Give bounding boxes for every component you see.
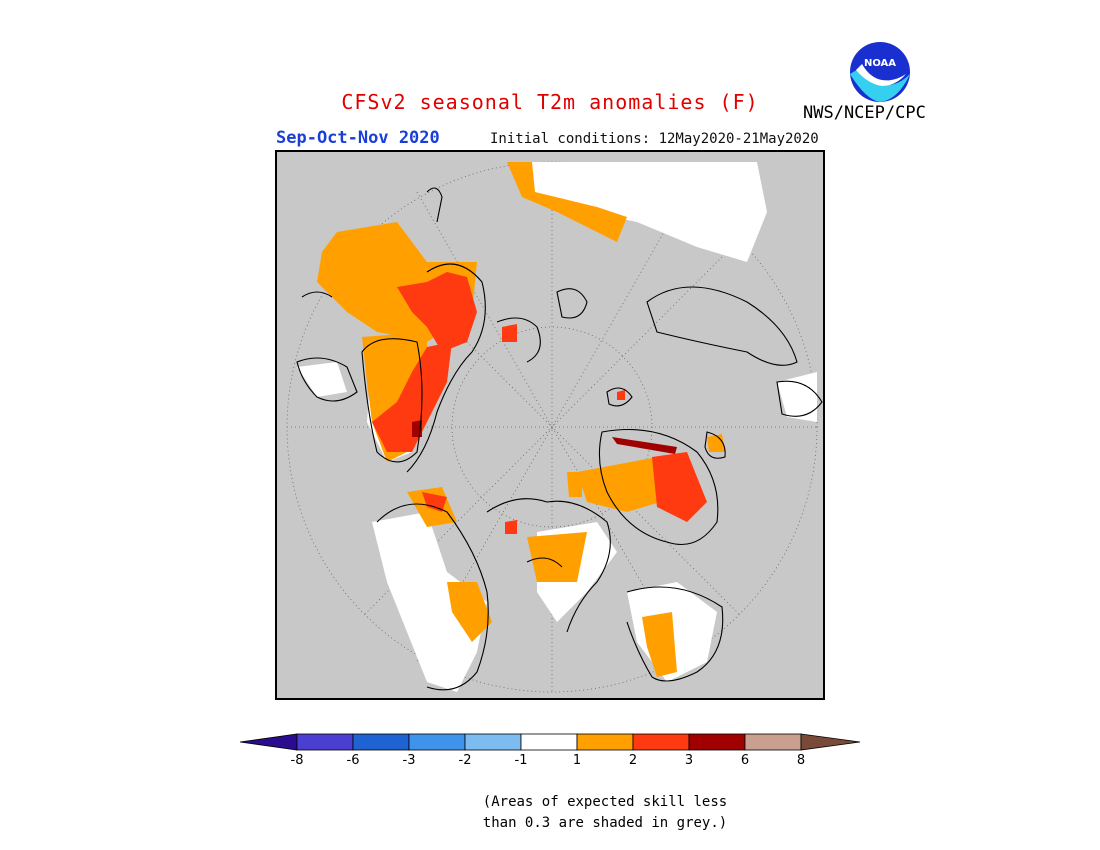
- anomaly-2-3-regions: [372, 272, 707, 534]
- colorbar-tick: 8: [796, 753, 806, 768]
- skill-note-line-1: (Areas of expected skill less: [482, 794, 728, 810]
- colorbar-tick: -2: [458, 753, 472, 768]
- noaa-logo-icon: NOAA: [850, 42, 910, 102]
- colorbar-tick: -8: [290, 753, 304, 768]
- colorbar-tick: 3: [684, 753, 694, 768]
- season-label: Sep-Oct-Nov 2020: [276, 128, 440, 148]
- colorbar-tick: 1: [572, 753, 582, 768]
- colorbar-tick: 2: [628, 753, 638, 768]
- colorbar-tick: 6: [740, 753, 750, 768]
- colorbar-tick: -3: [402, 753, 416, 768]
- map-title: CFSv2 seasonal T2m anomalies (F): [341, 90, 759, 114]
- coastlines: [296, 187, 823, 691]
- polar-map: [275, 150, 825, 700]
- skill-note-line-2: than 0.3 are shaded in grey.): [482, 815, 728, 831]
- svg-text:NOAA: NOAA: [864, 58, 896, 69]
- anomaly-map-canvas: [286, 161, 823, 693]
- skill-note: (Areas of expected skill less than 0.3 a…: [470, 792, 740, 834]
- organization-label: NWS/NCEP/CPC: [803, 103, 926, 123]
- colorbar-tick: -6: [346, 753, 360, 768]
- initial-conditions-label: Initial conditions: 12May2020-21May2020: [490, 131, 819, 147]
- colorbar: [240, 733, 861, 751]
- colorbar-tick: -1: [514, 753, 528, 768]
- anomaly-3-6-regions: [412, 420, 677, 454]
